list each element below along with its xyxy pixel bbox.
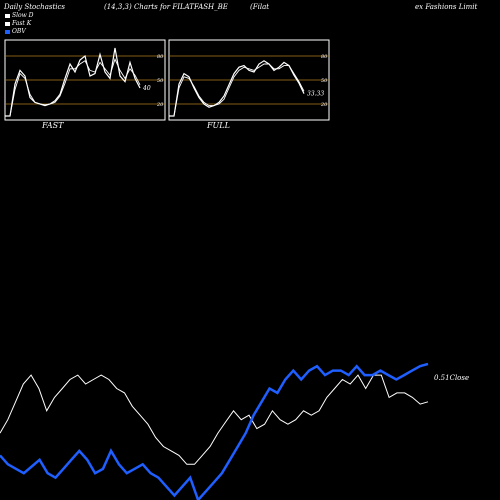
legend-swatch-obv <box>5 29 10 34</box>
fast-fast-k-line <box>5 47 141 117</box>
legend-label-obv: OBV <box>12 28 26 35</box>
company-name-part2: ex Fashions Limit <box>415 3 478 11</box>
full-slow-d-line <box>169 63 305 117</box>
fast-last-value-label: 40 <box>142 85 151 92</box>
full-last-value-label: 33.33 <box>307 91 324 98</box>
fast-panel-title: FAST <box>42 121 64 130</box>
legend-fast-k: Fast K <box>5 20 31 27</box>
full-panel-title: FULL <box>207 121 230 130</box>
close-line <box>0 374 429 465</box>
fast-slow-d-line <box>5 57 141 117</box>
chart-title: Daily Stochastics <box>4 3 66 11</box>
full-fast-k-line <box>169 60 305 117</box>
fast-ytick-80: 80 <box>157 54 164 60</box>
full-ytick-80: 80 <box>321 54 328 60</box>
chart-subtitle: (14,3,3) Charts for FILATFASH_BE <box>104 3 228 11</box>
legend-swatch-slow-d <box>5 13 10 18</box>
close-value-label: 0.51Close <box>434 374 469 382</box>
full-ytick-20: 20 <box>320 102 328 108</box>
legend-obv: OBV <box>5 28 26 35</box>
legend-label-fast-k: Fast K <box>12 20 32 27</box>
company-name-part1: (Filat <box>250 3 270 11</box>
legend-swatch-fast-k <box>5 21 10 26</box>
full-ytick-50: 50 <box>321 78 328 84</box>
obv-line <box>0 362 429 500</box>
fast-ytick-50: 50 <box>157 78 164 84</box>
legend-slow-d: Slow D <box>5 12 34 19</box>
legend-label-slow-d: Slow D <box>12 12 34 19</box>
fast-ytick-20: 20 <box>156 102 164 108</box>
